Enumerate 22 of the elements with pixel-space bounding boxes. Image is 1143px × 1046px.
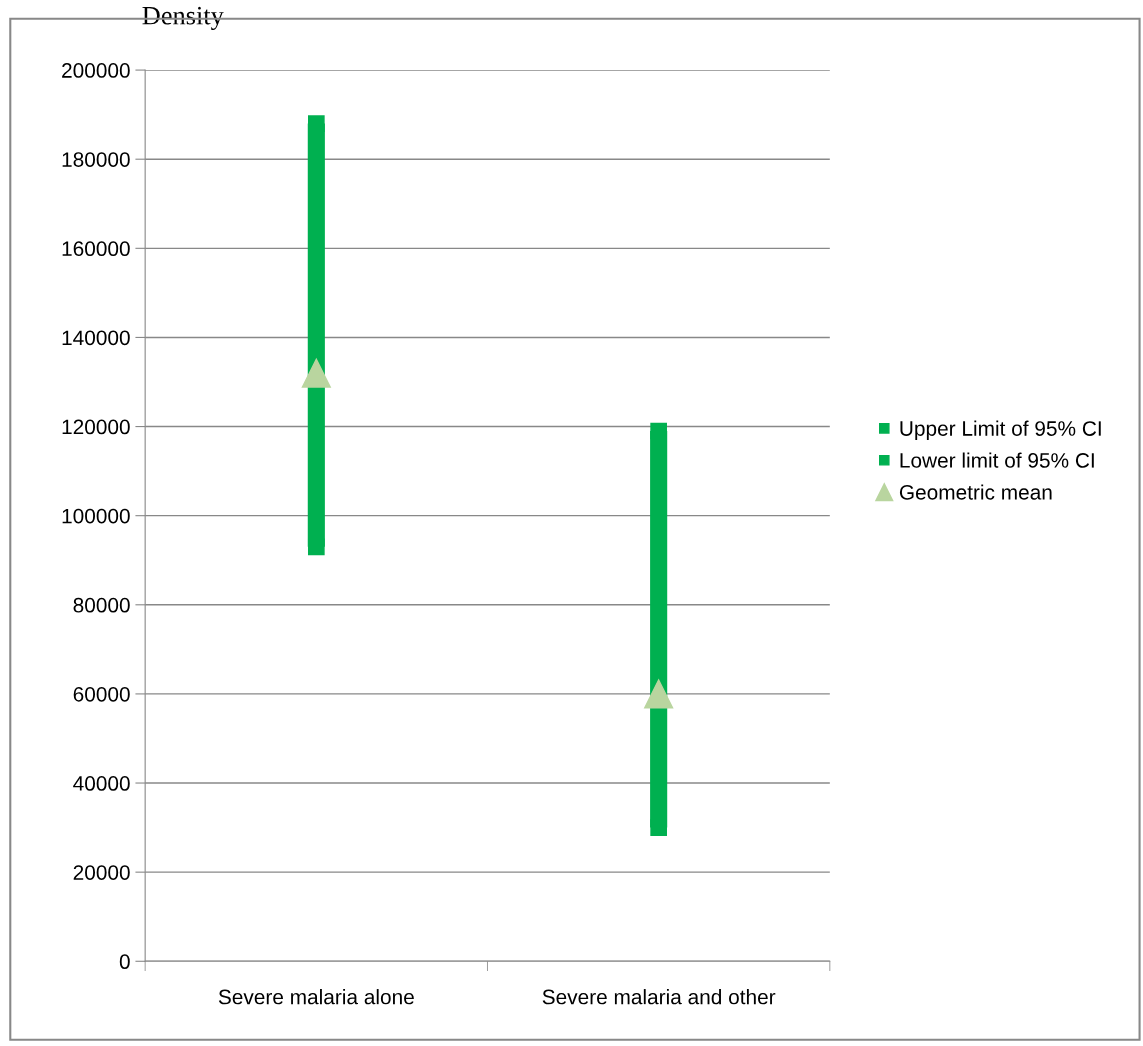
y-tick-label: 100000 [62, 508, 130, 524]
point [644, 679, 674, 709]
y-tick-label: 120000 [62, 419, 130, 435]
legend-label: Geometric mean [899, 484, 1052, 500]
y-tick-label: 60000 [73, 686, 130, 702]
point [650, 819, 667, 836]
y-tick-label: 200000 [62, 63, 130, 78]
point [650, 422, 667, 440]
y-tick-label: 20000 [73, 865, 130, 880]
legend-label: Lower limit of 95% CI [900, 452, 1094, 468]
y-tick-label: 40000 [73, 776, 130, 791]
y-tick-label: 160000 [62, 241, 130, 257]
point [307, 115, 325, 132]
y-tick-label: 180000 [62, 152, 130, 167]
y-tick-label: 0 [119, 954, 130, 970]
point [301, 358, 331, 388]
legend-label: Upper Limit of 95% CI [900, 420, 1101, 440]
x-tick-label: Severe malaria alone [218, 989, 414, 1005]
y-tick-label: 80000 [73, 597, 130, 613]
y-tick-label: 140000 [62, 330, 130, 346]
point [307, 538, 325, 556]
x-tick-label: Severe malaria and other [542, 989, 776, 1005]
